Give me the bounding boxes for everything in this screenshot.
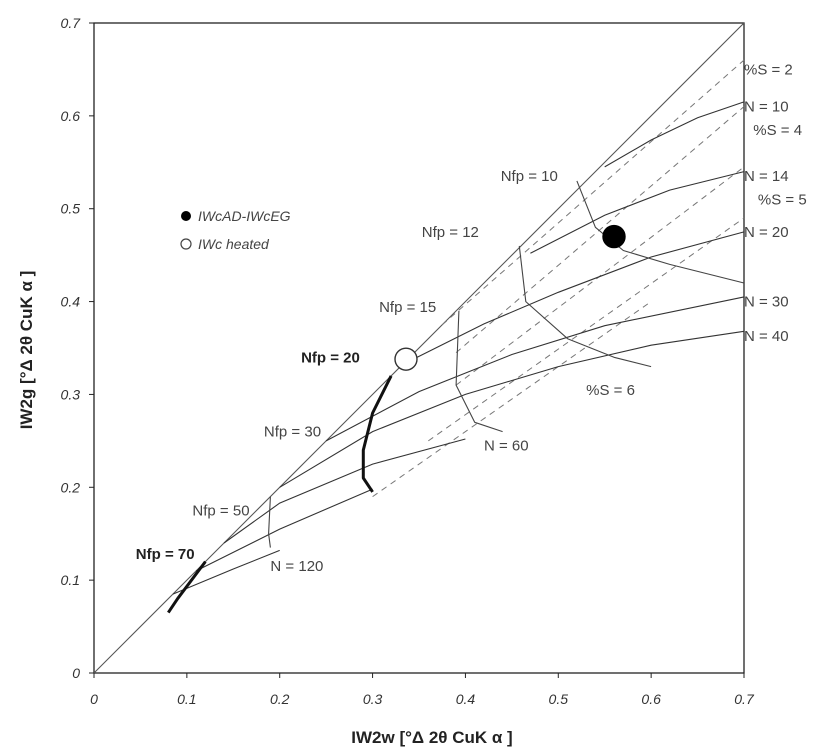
nfp-curve-0 — [576, 180, 745, 284]
y-tick-label: 0.2 — [61, 479, 81, 495]
y-tick-label: 0 — [72, 665, 80, 681]
annotation-label: Nfp = 20 — [301, 349, 360, 366]
sulfur-line-0 — [441, 59, 745, 326]
n-curve-6 — [195, 488, 373, 572]
y-tick-label: 0.6 — [61, 108, 81, 124]
annotation-label: N = 40 — [744, 328, 789, 345]
annotation-label: Nfp = 70 — [136, 546, 195, 563]
annotation-label: N = 30 — [744, 294, 789, 311]
n-curve-0 — [604, 101, 745, 168]
x-tick-label: 0 — [90, 691, 98, 707]
nfp-curve-5 — [268, 496, 271, 548]
nfp-curve-1 — [518, 245, 652, 368]
filled-data-point — [602, 224, 626, 249]
y-tick-label: 0.4 — [61, 294, 81, 310]
data-points — [394, 224, 626, 371]
annotation-label: N = 60 — [484, 438, 529, 455]
x-tick-label: 0.4 — [456, 691, 476, 707]
annotation-label: Nfp = 30 — [264, 424, 321, 441]
x-tick-label: 0.1 — [177, 691, 196, 707]
n-curve-3 — [325, 296, 745, 442]
sulfur-line-1 — [455, 106, 745, 353]
n-curve-1 — [530, 171, 745, 254]
n-curve-4 — [279, 330, 745, 488]
annotation-label: Nfp = 12 — [422, 224, 479, 241]
annotation-label: %S = 4 — [753, 122, 802, 139]
y-tick-label: 0.7 — [61, 15, 82, 31]
open-data-point — [394, 347, 418, 371]
legend-label-filled: IWcAD-IWcEG — [198, 208, 291, 224]
annotation-label: N = 14 — [744, 168, 789, 185]
annotation-label: %S = 2 — [744, 61, 793, 78]
axis-ticks: 0 0.1 0.2 0.3 0.4 0.5 0.6 0.7 0 0.1 0.2 0.3 0.4 0.5 0.… — [61, 15, 755, 707]
annotation-label: Nfp = 50 — [192, 503, 249, 520]
annotation-label: %S = 5 — [758, 191, 807, 208]
annotation-label: Nfp = 10 — [501, 168, 558, 185]
annotation-label: Nfp = 15 — [379, 299, 436, 316]
sulfur-line-3 — [428, 217, 745, 442]
y-tick-label: 0.3 — [61, 386, 81, 402]
x-tick-label: 0.5 — [549, 691, 569, 707]
annotation-label: %S = 6 — [586, 382, 635, 399]
x-tick-label: 0.7 — [734, 691, 755, 707]
legend-filled-marker — [181, 211, 191, 221]
x-axis-title: IW2w [°Δ 2θ CuK α ] — [351, 728, 512, 747]
legend: IWcAD-IWcEG IWc heated — [180, 208, 291, 252]
annotation-label: N = 120 — [270, 558, 323, 575]
plot-lines — [93, 22, 745, 674]
nfp-curve-6 — [167, 560, 207, 614]
nfp-curve-2 — [455, 310, 503, 433]
n-curve-7 — [172, 549, 280, 595]
n-curve-2 — [409, 231, 745, 362]
annotation-label: N = 10 — [744, 99, 789, 116]
x-tick-label: 0.6 — [641, 691, 661, 707]
x-tick-label: 0.2 — [270, 691, 290, 707]
annotations: %S = 2 N = 10 %S = 4 N = 14 %S = 5 N = 20 N = … — [136, 61, 807, 575]
y-axis-title: IW2g [°Δ 2θ CuK α ] — [17, 271, 36, 430]
legend-open-marker — [180, 238, 192, 250]
n-curve-5 — [223, 438, 466, 544]
x-tick-label: 0.3 — [363, 691, 383, 707]
nfp-curve-3 — [361, 375, 393, 493]
y-tick-label: 0.1 — [61, 572, 80, 588]
annotation-label: N = 20 — [744, 224, 789, 241]
legend-label-open: IWc heated — [198, 236, 270, 252]
sulfur-line-4 — [372, 301, 652, 498]
y-tick-label: 0.5 — [61, 201, 81, 217]
